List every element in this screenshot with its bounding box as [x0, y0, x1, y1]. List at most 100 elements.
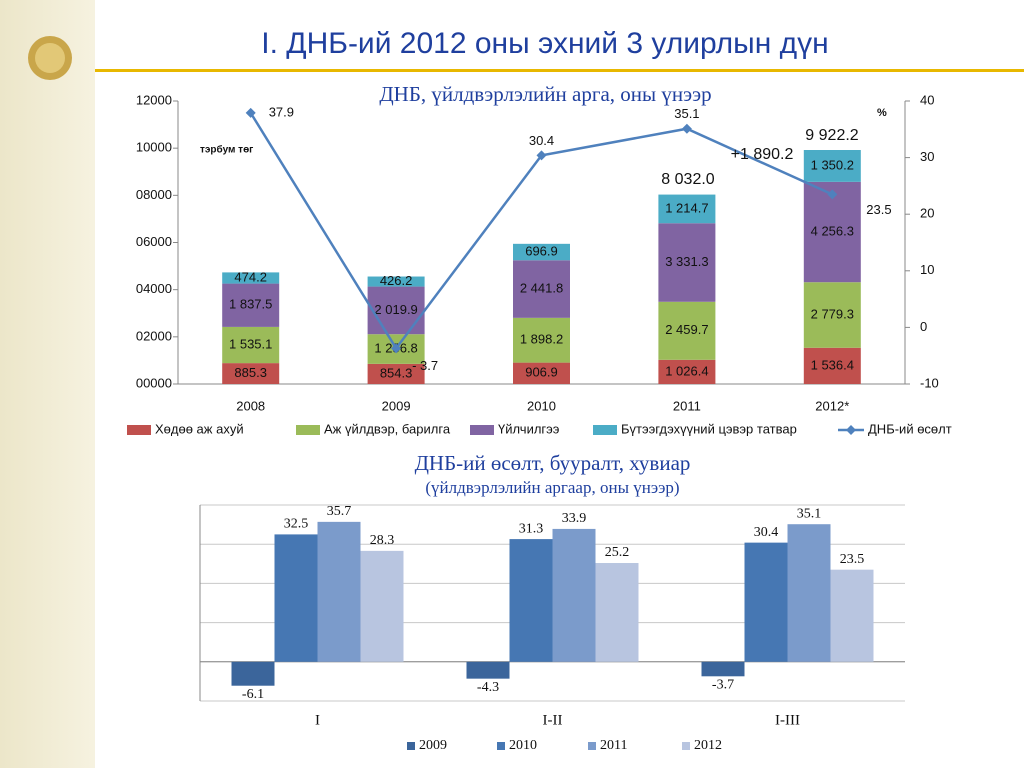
bar [658, 223, 716, 302]
bar-value-label: -6.1 [242, 687, 264, 702]
x-tick-label: I-III [775, 712, 800, 728]
legend-swatch [497, 742, 505, 750]
bar-value-label: 1 535.1 [229, 336, 272, 351]
bar-value-label: 35.7 [327, 504, 352, 519]
y2-tick-label: 40 [920, 92, 934, 107]
legend-label: 2010 [509, 738, 537, 753]
legend-label: 2011 [600, 738, 627, 753]
bar [317, 521, 361, 662]
annotation: 8 032.0 [661, 171, 714, 188]
annotation: 9 922.2 [805, 127, 858, 144]
bar [595, 563, 639, 662]
annotation: +1 890.2 [731, 146, 794, 163]
line-marker [536, 150, 547, 161]
bar [222, 283, 280, 327]
bar-value-label: 4 256.3 [811, 223, 854, 238]
bar-value-label: 32.5 [284, 517, 309, 532]
bar [803, 282, 861, 348]
bar [222, 363, 280, 384]
bar [701, 661, 745, 677]
bar-value-label: 30.4 [754, 525, 779, 540]
bar [360, 550, 404, 662]
bar [231, 661, 275, 686]
legend-label: Бүтээгдэхүүний цэвэр татвар [621, 421, 797, 436]
y-tick-label: 04000 [136, 281, 172, 296]
y2-tick-label: 20 [920, 206, 934, 221]
bar-value-label: 1 214.7 [665, 200, 708, 215]
bar [744, 542, 788, 662]
line-value-label: - 3.7 [412, 358, 438, 373]
bar-value-label: 2 441.8 [520, 280, 563, 295]
legend-label: Аж үйлдвэр, барилга [324, 421, 451, 436]
y-tick-label: 08000 [136, 187, 172, 202]
legend-swatch [593, 425, 617, 435]
legend-swatch [407, 742, 415, 750]
bar [658, 194, 716, 224]
bar [367, 276, 425, 287]
bar [658, 301, 716, 360]
bar [466, 661, 510, 679]
bar-value-label: 35.1 [797, 506, 822, 521]
bar [803, 347, 861, 384]
bar [552, 528, 596, 662]
chart-title: ДНБ, үйлдвэрлэлийн арга, оны үнээр [379, 82, 711, 106]
line-value-label: 35.1 [674, 106, 699, 121]
x-tick-label: 2011 [673, 398, 701, 413]
bar [367, 363, 425, 384]
bar-value-label: 906.9 [525, 365, 558, 380]
legend-label: Үйлчилгээ [498, 421, 560, 436]
y2-tick-label: -10 [920, 375, 939, 390]
sidebar [0, 0, 95, 768]
y-tick-label: 06000 [136, 234, 172, 249]
line-marker [245, 107, 256, 118]
legend-swatch [127, 425, 151, 435]
legend-label: ДНБ-ий өсөлт [868, 421, 952, 436]
bar [513, 362, 570, 384]
y-axis-label: тэрбум төг [200, 144, 253, 156]
bar-value-label: -3.7 [712, 678, 734, 693]
bar [222, 272, 280, 284]
bar-value-label: 885.3 [234, 365, 267, 380]
legend-swatch [588, 742, 596, 750]
y-tick-label: 02000 [136, 328, 172, 343]
bar [222, 326, 280, 364]
line-value-label: 30.4 [529, 133, 554, 148]
x-tick-label: 2009 [382, 398, 411, 413]
x-tick-label: 2010 [527, 398, 556, 413]
bar-value-label: -4.3 [477, 680, 499, 695]
bar-value-label: 1 898.2 [520, 332, 563, 347]
y2-tick-label: 10 [920, 262, 934, 277]
legend-marker [846, 425, 856, 435]
bar-value-label: 2 459.7 [665, 322, 708, 337]
bar-value-label: 2 019.9 [374, 302, 417, 317]
bar-value-label: 1 837.5 [229, 297, 272, 312]
bar-value-label: 23.5 [840, 552, 865, 567]
bar-value-label: 1 026.4 [665, 363, 708, 378]
line-value-label: 23.5 [866, 202, 891, 217]
y2-tick-label: 30 [920, 149, 934, 164]
bar [509, 539, 553, 662]
bar [513, 243, 570, 261]
bar [513, 317, 570, 363]
bar-value-label: 28.3 [370, 533, 395, 548]
x-tick-label: I-II [543, 712, 563, 728]
chart-subtitle: (үйлдвэрлэлийн аргаар, оны үнээр) [425, 478, 679, 497]
y2-tick-label: 0 [920, 319, 927, 334]
legend-label: 2009 [419, 738, 447, 753]
legend-label: 2012 [694, 738, 722, 753]
bar-value-label: 1 350.2 [811, 157, 854, 172]
line-value-label: 37.9 [269, 104, 294, 119]
bar-value-label: 2 779.3 [811, 306, 854, 321]
bar [367, 286, 425, 335]
line-marker [827, 189, 838, 200]
slide-title: I. ДНБ-ий 2012 оны эхний 3 улирлын дүн [261, 27, 828, 60]
bar-value-label: 33.9 [562, 511, 587, 526]
legend-swatch [470, 425, 494, 435]
legend-label: Хөдөө аж ахуй [155, 421, 244, 436]
line-marker [681, 123, 692, 134]
y-tick-label: 12000 [136, 92, 172, 107]
line-marker [391, 343, 402, 354]
legend-swatch [682, 742, 690, 750]
bar [513, 260, 570, 318]
